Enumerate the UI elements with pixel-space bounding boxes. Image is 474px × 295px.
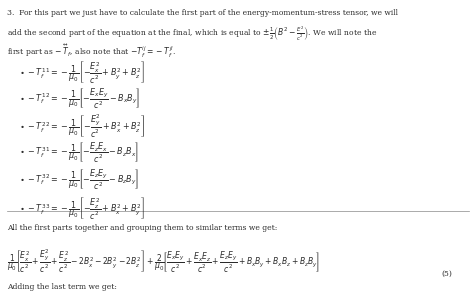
Text: add the second part of the equation at the final, which is equal to $\pm\frac{1}: add the second part of the equation at t…	[7, 25, 377, 43]
Text: $\bullet \; -T_f^{22} = -\dfrac{1}{\mu_0}\left[-\dfrac{E_y^2}{c^2} + B_x^2 + B_z: $\bullet \; -T_f^{22} = -\dfrac{1}{\mu_0…	[19, 113, 145, 140]
Text: $\bullet \; -T_f^{33} = -\dfrac{1}{\mu_0}\left[-\dfrac{E_z^2}{c^2} + B_x^2 + B_y: $\bullet \; -T_f^{33} = -\dfrac{1}{\mu_0…	[19, 195, 145, 221]
Text: 3.  For this part we just have to calculate the first part of the energy-momentu: 3. For this part we just have to calcula…	[7, 9, 398, 17]
Text: Adding the last term we get:: Adding the last term we get:	[7, 283, 117, 291]
Text: $\bullet \; -T_f^{11} = -\dfrac{1}{\mu_0}\left[-\dfrac{E_x^2}{c^2} + B_y^2 + B_z: $\bullet \; -T_f^{11} = -\dfrac{1}{\mu_0…	[19, 59, 145, 85]
Text: first part as $-\overset{\leftrightarrow}{T}_f$, also note that $-T_f^{ij} = -T_: first part as $-\overset{\leftrightarrow…	[7, 41, 176, 60]
Text: (5): (5)	[442, 270, 453, 278]
Text: $\bullet \; -T_f^{32} = -\dfrac{1}{\mu_0}\left[-\dfrac{E_zE_y}{c^2} - B_zB_y\rig: $\bullet \; -T_f^{32} = -\dfrac{1}{\mu_0…	[19, 168, 139, 192]
Text: $\bullet \; -T_f^{12} = -\dfrac{1}{\mu_0}\left[-\dfrac{E_xE_y}{c^2} - B_xB_y\rig: $\bullet \; -T_f^{12} = -\dfrac{1}{\mu_0…	[19, 86, 140, 111]
Text: $\bullet \; -T_f^{31} = -\dfrac{1}{\mu_0}\left[-\dfrac{E_zE_x}{c^2} - B_zB_x\rig: $\bullet \; -T_f^{31} = -\dfrac{1}{\mu_0…	[19, 140, 139, 164]
Text: All the first parts together and grouping them to similar terms we get:: All the first parts together and groupin…	[7, 224, 277, 232]
Text: $\dfrac{1}{\mu_0}\!\left[\dfrac{E_x^2}{c^2} + \dfrac{E_y^2}{c^2} + \dfrac{E_z^2}: $\dfrac{1}{\mu_0}\!\left[\dfrac{E_x^2}{c…	[7, 248, 320, 275]
